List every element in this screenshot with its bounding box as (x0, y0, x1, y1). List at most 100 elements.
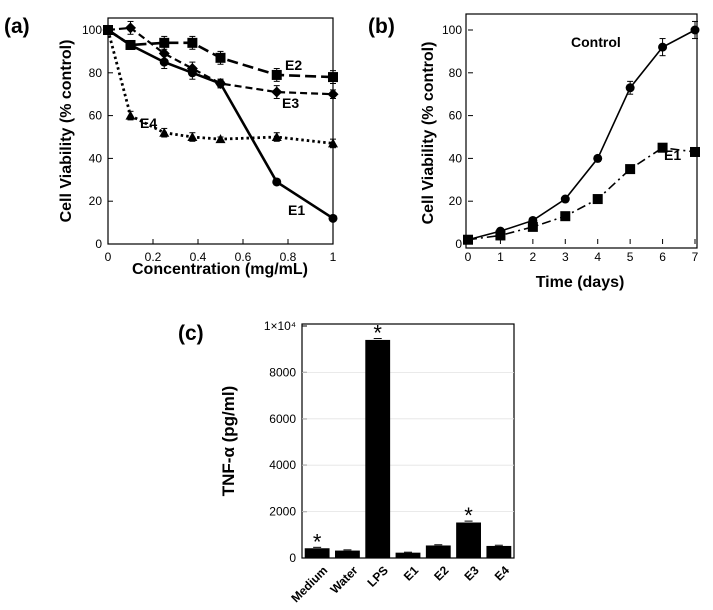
panel-c-y-tick-label: 4000 (269, 458, 296, 472)
panel-a-point-e4 (271, 132, 282, 141)
panel-a-point-e4 (125, 110, 136, 120)
panel-c-category-label: Water (327, 563, 360, 596)
panel-b-point-e1 (625, 164, 636, 175)
panel-a-point-e2 (328, 72, 338, 83)
panel-c-category-label: Medium (288, 563, 330, 605)
panel-b-point-control (593, 153, 603, 163)
panel-b-ticks: 0 1 2 3 4 5 6 7 0 20 40 60 80 100 (442, 23, 699, 264)
panel-b-point-e1 (592, 194, 603, 205)
panel-a-series-label-e1: E1 (288, 202, 305, 218)
panel-a-point-e3 (271, 86, 283, 98)
panel-a-y-tick-label: 60 (89, 109, 103, 123)
panel-a-y-axis-label: Cell Viability (% control) (58, 40, 75, 223)
panel-b-point-e1 (495, 230, 506, 241)
panel-a-point-e1 (272, 177, 282, 187)
panel-b-y-tick-label: 40 (449, 151, 463, 165)
panel-a-x-tick-label: 1 (330, 250, 337, 264)
panel-b-point-e1 (560, 211, 571, 222)
panel-b-series-line-control (467, 29, 696, 241)
panel-a-point-e2 (187, 37, 198, 48)
panel-a-x-tick-label: 0 (105, 250, 112, 264)
panel-a-point-e1 (328, 213, 338, 223)
panel-b-x-tick-label: 7 (692, 250, 699, 264)
panel-b-point-e1 (657, 142, 668, 153)
panel-c-bar-e1 (395, 552, 421, 558)
panel-b-y-tick-label: 0 (455, 237, 462, 251)
panel-b-point-control (658, 42, 668, 52)
panel-c-y-tick-label: 0 (289, 551, 296, 565)
panel-b-series (463, 20, 700, 245)
panel-b-x-axis-label: Time (days) (536, 274, 625, 291)
panel-a-point-e3 (158, 48, 170, 60)
panel-a-point-e2 (159, 37, 170, 48)
panel-c-category-label: E2 (431, 563, 452, 584)
panel-c: (c) 0 2000 4000 6000 8000 1×10⁴ Medium * Water L… (178, 319, 515, 606)
panel-c-y-tick-label: 2000 (269, 505, 296, 519)
panel-b-y-tick-label: 20 (449, 194, 463, 208)
panel-b-x-tick-label: 1 (497, 250, 504, 264)
panel-a-y-tick-label: 40 (89, 151, 103, 165)
panel-b-point-control (690, 25, 700, 35)
panel-c-significance-star: * (464, 503, 473, 528)
panel-a-point-e4 (103, 25, 113, 34)
panel-b-point-control (625, 83, 635, 93)
panel-b: (b) 0 1 2 3 4 5 6 7 0 20 40 60 80 100 Control E1 Time … (368, 13, 700, 291)
panel-a-plot-frame (107, 17, 334, 245)
panel-b-y-tick-label: 80 (449, 66, 463, 80)
panel-a-label: (a) (4, 15, 30, 38)
panel-c-category-label: LPS (365, 563, 391, 589)
panel-a-point-e4 (187, 132, 198, 141)
panel-b-label: (b) (368, 15, 395, 38)
panel-a-point-e4 (215, 134, 226, 144)
panel-a-point-e2 (125, 39, 136, 50)
panel-c-y-axis-label: TNF-α (pg/ml) (219, 386, 238, 497)
panel-b-x-tick-label: 0 (465, 250, 472, 264)
panel-b-y-tick-label: 60 (449, 109, 463, 123)
panel-b-x-tick-label: 5 (627, 250, 634, 264)
panel-c-significance-star: * (373, 321, 382, 346)
panel-a-series-label-e2: E2 (285, 57, 302, 73)
panel-a-series-label-e4: E4 (140, 115, 157, 131)
panel-c-y-tick-label: 8000 (269, 365, 296, 379)
panel-a-y-tick-label: 0 (95, 237, 102, 251)
panel-b-point-control (560, 194, 570, 204)
panel-a-y-tick-label: 100 (82, 23, 102, 37)
panel-a-x-tick-label: 0.8 (280, 250, 297, 264)
panel-c-bar-e3 (456, 522, 481, 558)
panel-a-point-e2 (215, 52, 226, 63)
panel-c-bar-e2 (425, 545, 451, 558)
panel-b-x-tick-label: 2 (530, 250, 537, 264)
panel-b-series-line-e1 (467, 146, 696, 241)
panel-c-y-tick-label: 6000 (269, 412, 296, 426)
panel-a-x-tick-label: 0.2 (145, 250, 162, 264)
panel-a-x-tick-label: 0.4 (190, 250, 207, 264)
panel-c-plot-frame (301, 323, 515, 559)
panel-b-series-label-control: Control (571, 34, 621, 50)
panel-b-y-tick-label: 100 (442, 23, 462, 37)
panel-b-series-labels: Control E1 (571, 34, 681, 163)
panel-c-bar-medium (304, 548, 330, 558)
panel-a-x-axis-label: Concentration (mg/mL) (132, 261, 308, 278)
panel-b-point-e1 (690, 146, 700, 157)
panel-c-category-label: E3 (461, 563, 482, 584)
panel-b-x-tick-label: 6 (659, 250, 666, 264)
panel-c-label: (c) (178, 322, 204, 345)
panel-c-y-tick-label: 1×10⁴ (264, 319, 296, 333)
panel-a-point-e4 (328, 138, 338, 148)
panel-a-point-e4 (159, 127, 170, 137)
panel-b-point-e1 (527, 221, 538, 232)
panel-c-bars: Medium*Water LPS*E1 E2 E3*E4 (288, 321, 512, 606)
panel-c-category-label: E4 (492, 563, 513, 584)
panel-b-x-tick-label: 4 (594, 250, 601, 264)
panel-c-bar-e4 (486, 545, 512, 558)
panel-a-point-e2 (271, 69, 282, 80)
panel-c-category-label: E1 (401, 563, 422, 584)
panel-c-ticks: 0 2000 4000 6000 8000 1×10⁴ (264, 319, 514, 565)
panel-c-bar-lps (365, 339, 391, 558)
panel-b-y-axis-label: Cell Viability (% control) (420, 42, 437, 225)
panel-a-point-e3 (327, 88, 339, 100)
panel-a-series (102, 20, 339, 223)
panel-a-x-tick-label: 0.6 (235, 250, 252, 264)
